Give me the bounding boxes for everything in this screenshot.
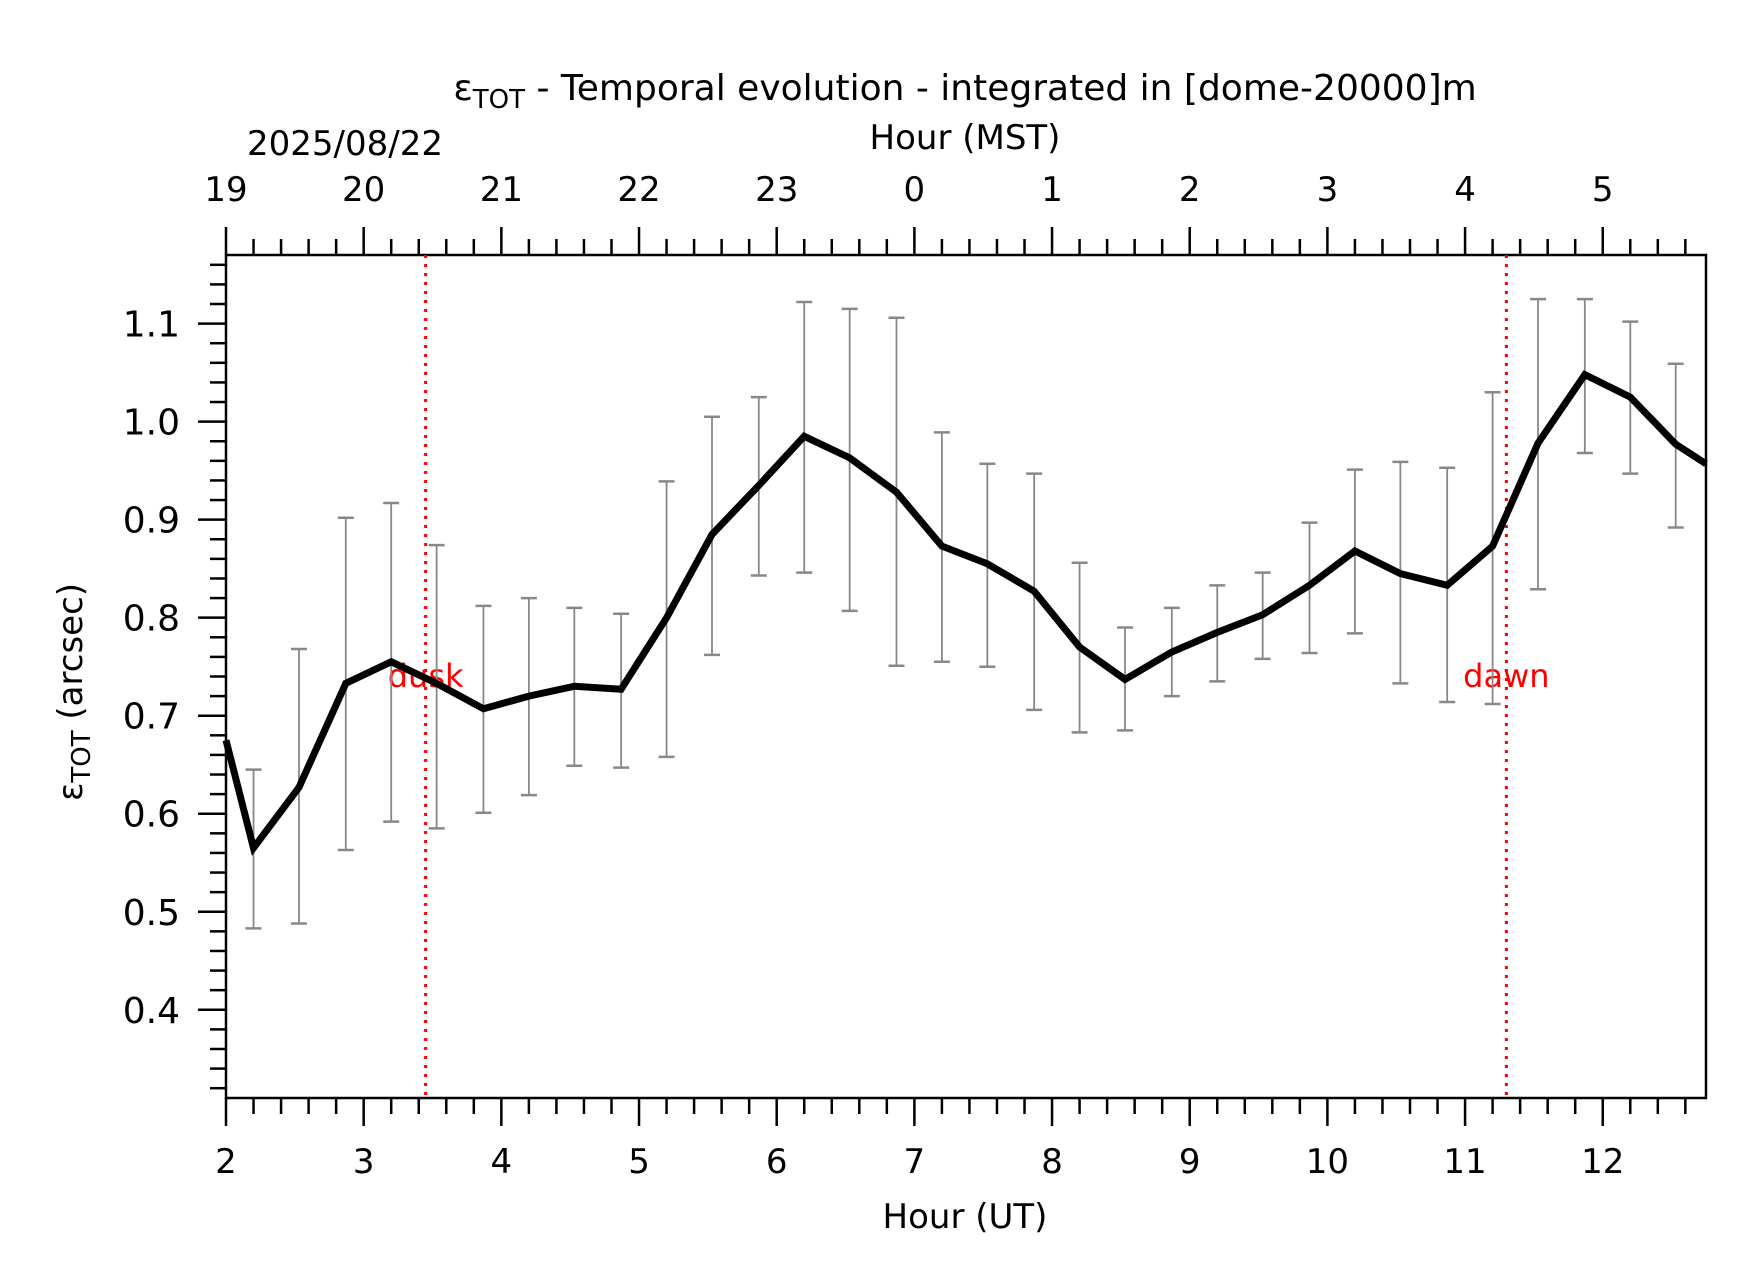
y-tick-label: 0.9 — [123, 501, 180, 542]
x-top-tick-label: 22 — [617, 170, 660, 210]
date-label: 2025/08/22 — [247, 124, 443, 164]
x-top-tick-label: 21 — [480, 170, 523, 210]
x-top-tick-label: 3 — [1317, 170, 1339, 210]
x-tick-label: 2 — [215, 1142, 237, 1182]
x-tick-label: 12 — [1581, 1142, 1624, 1182]
x-tick-label: 3 — [353, 1142, 375, 1182]
x-top-tick-label: 1 — [1041, 170, 1063, 210]
ylabel-subscript: TOT — [67, 730, 97, 783]
y-axis-title: εTOT (arcsec) — [51, 583, 97, 801]
x-axis-title: Hour (UT) — [883, 1197, 1048, 1237]
ylabel-suffix: (arcsec) — [51, 583, 91, 730]
x-top-tick-label: 23 — [755, 170, 798, 210]
top-axis-title: Hour (MST) — [870, 118, 1061, 158]
y-tick-label: 1.1 — [123, 305, 180, 346]
y-tick-label: 0.8 — [123, 599, 180, 640]
x-tick-label: 6 — [766, 1142, 788, 1182]
title-subscript: TOT — [472, 85, 525, 115]
x-tick-label: 5 — [628, 1142, 650, 1182]
x-tick-label: 9 — [1179, 1142, 1201, 1182]
y-tick-label: 0.7 — [123, 697, 180, 738]
x-tick-label: 4 — [491, 1142, 513, 1182]
event-label-dawn: dawn — [1463, 657, 1549, 695]
chart-title: εTOT - Temporal evolution - integrated i… — [453, 68, 1476, 115]
x-tick-label: 7 — [904, 1142, 926, 1182]
x-top-tick-label: 5 — [1592, 170, 1614, 210]
x-tick-label: 11 — [1443, 1142, 1486, 1182]
title-text: - Temporal evolution - integrated in [do… — [525, 68, 1477, 109]
x-tick-label: 10 — [1306, 1142, 1349, 1182]
x-top-tick-label: 20 — [342, 170, 385, 210]
ylabel-symbol: ε — [51, 783, 91, 801]
series-line — [222, 370, 1708, 856]
x-top-tick-label: 0 — [904, 170, 926, 210]
y-tick-label: 0.6 — [123, 795, 180, 836]
title-symbol: ε — [453, 68, 472, 109]
y-tick-label: 1.0 — [123, 403, 180, 444]
y-tick-label: 0.4 — [123, 991, 180, 1032]
x-top-tick-label: 2 — [1179, 170, 1201, 210]
x-top-tick-label: 4 — [1454, 170, 1476, 210]
x-tick-label: 8 — [1041, 1142, 1063, 1182]
y-tick-label: 0.5 — [123, 893, 180, 934]
x-top-tick-label: 19 — [204, 170, 247, 210]
